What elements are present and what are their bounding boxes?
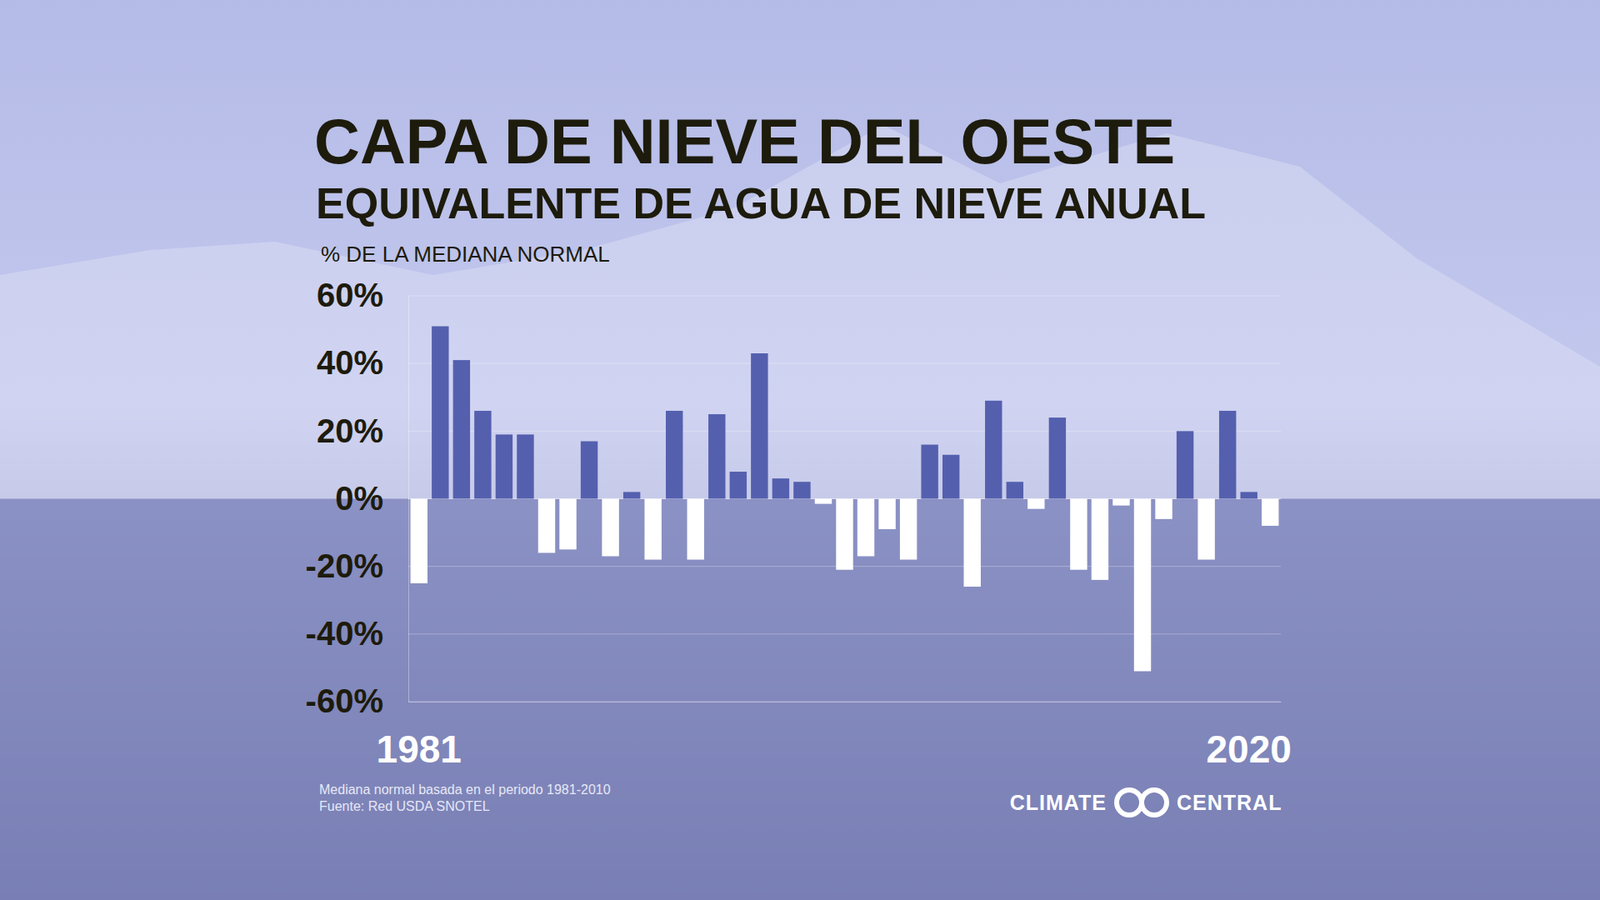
y-axis: 60% 40% 20% 0% -20% -40% -60% <box>305 276 410 720</box>
bar <box>453 360 470 499</box>
grid-line <box>408 430 1281 432</box>
y-tick: -60% <box>305 682 409 720</box>
title: CAPA DE NIEVE DEL OESTE <box>314 105 1175 177</box>
x-tick-label: 2020 <box>1206 727 1292 771</box>
bar <box>474 410 491 500</box>
bar <box>495 434 513 499</box>
y-tick: -40% <box>305 615 409 652</box>
bar <box>431 326 449 500</box>
bar <box>1091 499 1109 580</box>
grid-line <box>408 363 1281 365</box>
bar <box>665 410 683 500</box>
bar <box>920 445 938 500</box>
subtitle: EQUIVALENTE DE AGUA DE NIEVE ANUAL <box>315 179 1206 228</box>
bar <box>516 434 534 499</box>
bar <box>623 491 640 499</box>
y-tick-label: 20% <box>316 412 384 450</box>
logo-ring <box>1116 790 1142 815</box>
bar <box>1006 481 1024 499</box>
y-tick-label: -60% <box>305 682 384 720</box>
grid-line <box>408 701 1281 703</box>
bar <box>942 455 960 500</box>
bar <box>730 471 747 499</box>
bar <box>1134 499 1151 672</box>
y-tick: 40% <box>316 344 409 381</box>
bar <box>815 499 832 505</box>
grid <box>408 295 1281 702</box>
bar <box>772 478 790 499</box>
bar <box>750 353 768 500</box>
y-tick-label: 60% <box>316 276 384 314</box>
bar <box>1112 499 1130 506</box>
bar <box>900 499 917 560</box>
y-tick: 60% <box>316 276 409 314</box>
bar <box>538 499 555 554</box>
grid-line <box>408 295 1281 297</box>
logo-ring <box>1141 790 1167 815</box>
bar <box>985 400 1002 500</box>
bar <box>1219 410 1236 500</box>
x-axis: 1981 2020 <box>376 701 1292 771</box>
y-tick: 20% <box>316 412 409 450</box>
footnote: Mediana normal basada en el periodo 1981… <box>319 782 611 797</box>
chart: CAPA DE NIEVE DEL OESTEEQUIVALENTE DE AG… <box>0 0 1600 900</box>
bar <box>793 481 810 499</box>
bar <box>601 499 619 557</box>
y-axis-title: % DE LA MEDIANA NORMAL <box>320 241 610 267</box>
bar <box>410 499 428 584</box>
below-zero-band <box>0 499 1600 900</box>
bar <box>1261 499 1279 526</box>
y-tick-label: 0% <box>335 480 384 517</box>
bar <box>1070 499 1087 570</box>
bar <box>644 499 661 560</box>
bar <box>559 499 576 550</box>
x-axis-line <box>409 701 1282 703</box>
y-tick: 0% <box>335 480 409 517</box>
y-tick-label: 40% <box>316 344 384 381</box>
x-tick-label: 1981 <box>376 727 462 771</box>
bars <box>410 326 1280 672</box>
bar <box>1027 499 1045 510</box>
y-tick-label: -40% <box>305 615 384 652</box>
footnote: Fuente: Red USDA SNOTEL <box>319 799 490 814</box>
bar <box>1240 491 1257 499</box>
bar <box>1197 499 1215 560</box>
bar <box>964 499 981 588</box>
x-tick: 2020 <box>1206 701 1292 771</box>
y-axis-line <box>408 296 410 703</box>
y-tick-label: -20% <box>305 547 384 585</box>
mountain-backdrop <box>0 125 1600 900</box>
y-tick: -20% <box>305 547 409 585</box>
bar <box>687 499 705 560</box>
bar <box>835 499 853 570</box>
logo-text: CENTRAL <box>1176 790 1282 815</box>
x-tick: 1981 <box>376 701 462 771</box>
bar <box>1176 430 1194 499</box>
bar <box>580 441 598 500</box>
bar <box>708 414 725 499</box>
bar <box>1155 499 1172 520</box>
logo-icon <box>1116 790 1167 815</box>
logo-text: CLIMATE <box>1010 790 1107 815</box>
bar <box>878 499 895 530</box>
bar <box>857 499 875 557</box>
bar <box>1049 417 1066 499</box>
background <box>0 0 1600 900</box>
